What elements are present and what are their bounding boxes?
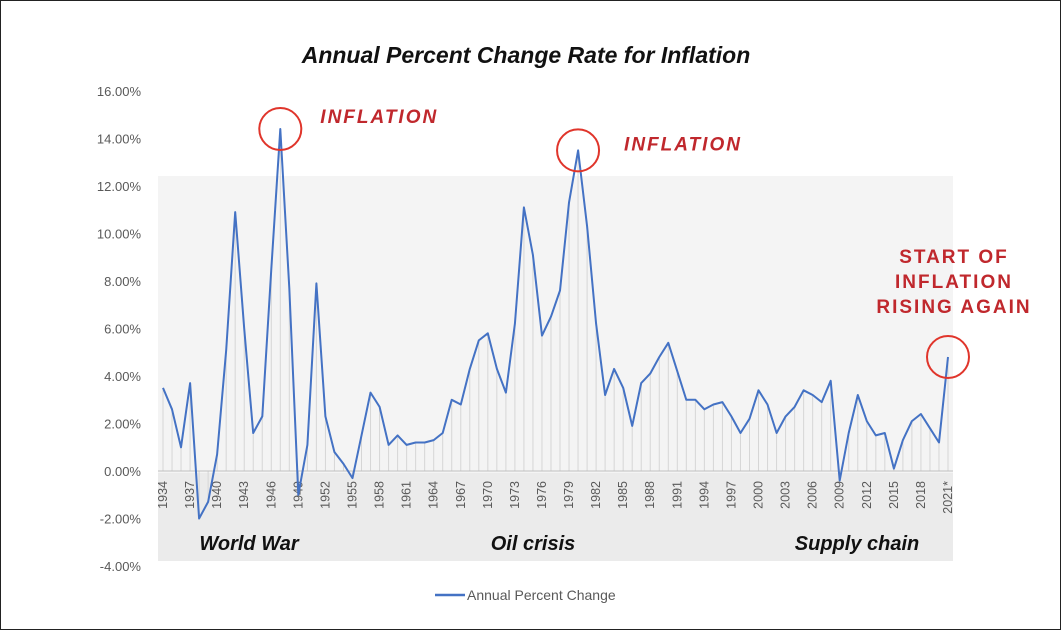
- x-tick-label: 1997: [724, 481, 738, 509]
- x-axis: 1934 1937 1940 1943 1946 1949 1952 1955 1958 1961…: [156, 481, 955, 514]
- x-tick-label: 1955: [345, 481, 359, 509]
- annotation-circle: [556, 128, 601, 173]
- x-tick-label: 1994: [697, 481, 711, 509]
- legend: Annual Percent Change: [435, 587, 616, 603]
- x-tick-label: 1970: [481, 481, 495, 509]
- x-tick-label: 1952: [318, 481, 332, 509]
- x-tick-label: 2012: [860, 481, 874, 509]
- annotation-circle: [258, 107, 303, 151]
- annotation-label-line: START OF: [899, 247, 1009, 268]
- annotation-label: INFLATION: [320, 107, 438, 128]
- x-tick-label: 1940: [210, 481, 224, 509]
- x-tick-label: 1967: [454, 481, 468, 509]
- annotations: INFLATION INFLATION START OF INFLATION RISIN…: [258, 107, 1031, 379]
- x-tick-label: 1961: [400, 481, 414, 509]
- y-tick-label: -2.00%: [100, 512, 142, 527]
- x-axis-band: [158, 473, 953, 561]
- x-tick-label: 2006: [806, 481, 820, 509]
- legend-label: Annual Percent Change: [467, 587, 616, 603]
- y-tick-label: 2.00%: [104, 417, 141, 432]
- x-tick-label: 1937: [183, 481, 197, 509]
- x-tick-label: 2015: [887, 481, 901, 509]
- y-axis: 16.00% 14.00% 12.00% 10.00% 8.00% 6.00% 4.00% 2…: [97, 84, 142, 574]
- x-tick-label: 2021*: [941, 481, 955, 514]
- y-tick-label: 12.00%: [97, 179, 142, 194]
- y-tick-label: 10.00%: [97, 227, 142, 242]
- y-tick-label: 16.00%: [97, 84, 142, 99]
- y-tick-label: -4.00%: [100, 559, 142, 574]
- x-tick-label: 2000: [752, 481, 766, 509]
- era-label-supply-chain: Supply chain: [795, 533, 919, 555]
- series-line-annual-percent-change: [162, 128, 949, 520]
- y-tick-label: 0.00%: [104, 464, 141, 479]
- x-tick-label: 1943: [237, 481, 251, 509]
- x-tick-label: 1979: [562, 481, 576, 509]
- y-tick-label: 4.00%: [104, 369, 141, 384]
- x-tick-label: 2018: [914, 481, 928, 509]
- x-tick-label: 1973: [508, 481, 522, 509]
- x-tick-label: 1946: [264, 481, 278, 509]
- era-label-oil-crisis: Oil crisis: [491, 533, 576, 555]
- series-layer: [162, 128, 949, 520]
- chart-title: Annual Percent Change Rate for Inflation: [301, 42, 751, 68]
- x-tick-label: 1991: [670, 481, 684, 509]
- y-tick-label: 8.00%: [104, 274, 141, 289]
- annotation-label-line: RISING AGAIN: [876, 297, 1031, 318]
- x-tick-label: 1934: [156, 481, 170, 509]
- x-tick-label: 1988: [643, 481, 657, 509]
- y-tick-label: 6.00%: [104, 322, 141, 337]
- x-tick-label: 2009: [833, 481, 847, 509]
- x-tick-label: 1985: [616, 481, 630, 509]
- x-tick-label: 1982: [589, 481, 603, 509]
- x-tick-label: 2003: [779, 481, 793, 509]
- annotation-label: INFLATION: [624, 134, 742, 155]
- y-tick-label: 14.00%: [97, 132, 142, 147]
- annotation-circle: [926, 335, 970, 379]
- era-label-world-war: World War: [199, 533, 299, 555]
- x-tick-label: 1976: [535, 481, 549, 509]
- x-tick-label: 1958: [373, 481, 387, 509]
- x-tick-label: 1964: [427, 481, 441, 509]
- annotation-label-line: INFLATION: [895, 272, 1013, 293]
